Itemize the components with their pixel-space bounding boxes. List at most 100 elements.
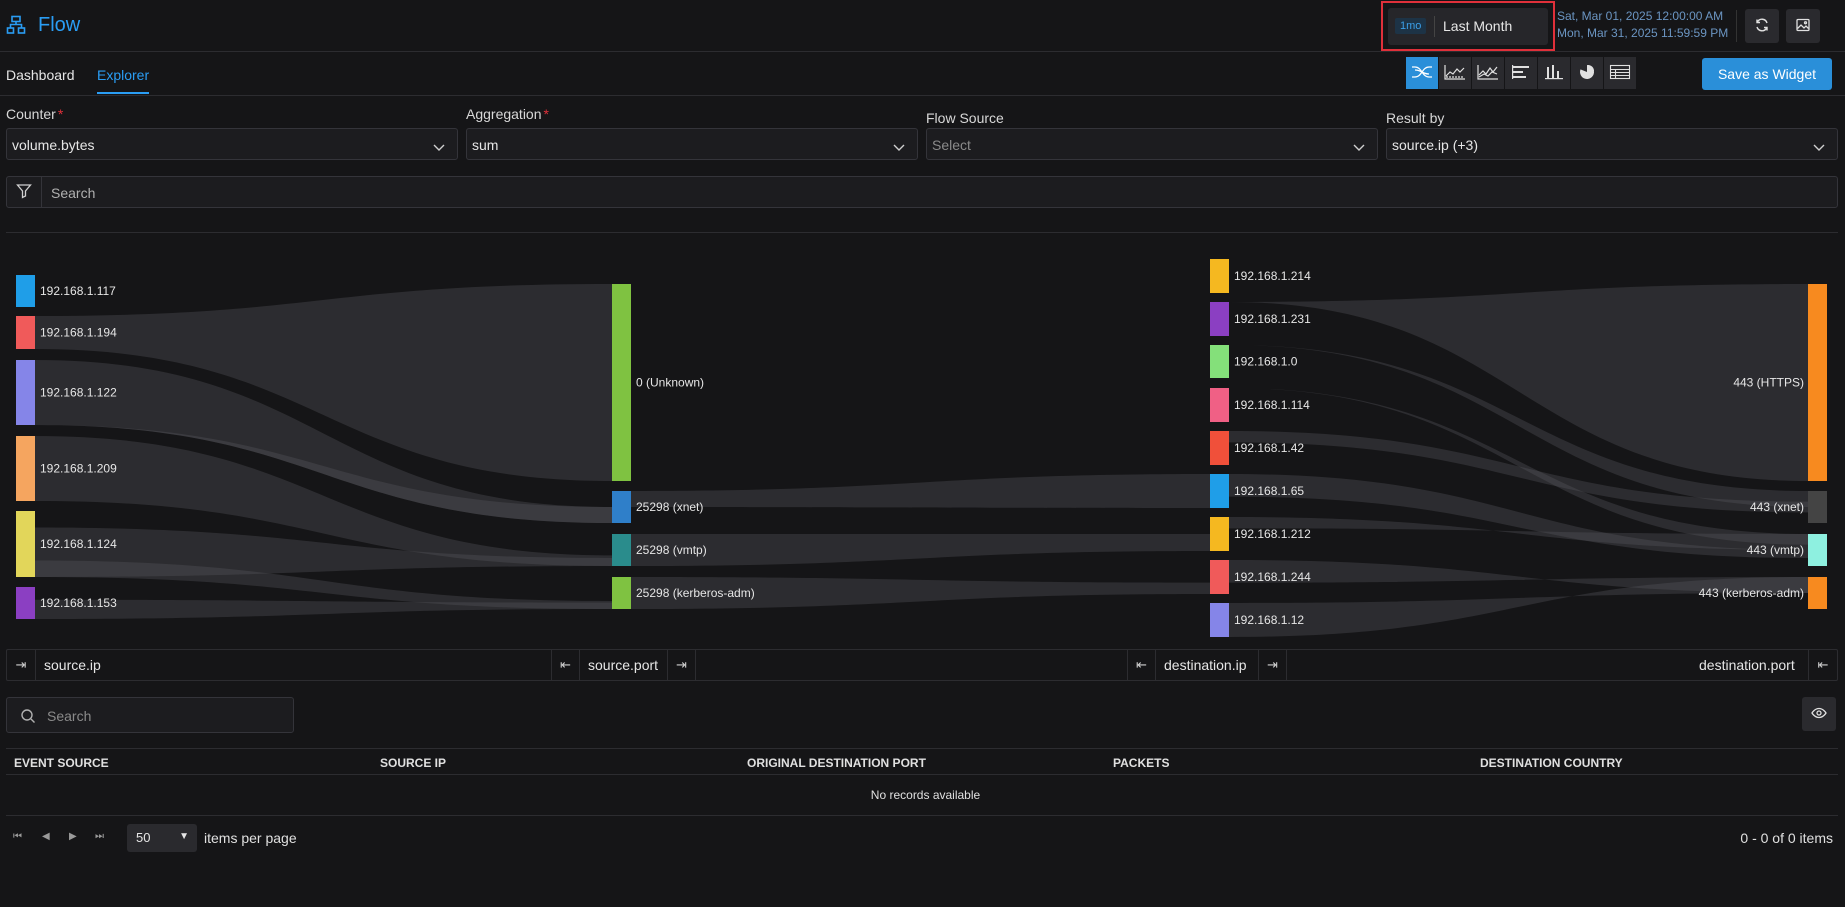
column-header-original-destination-port[interactable]: ORIGINAL DESTINATION PORT (747, 756, 926, 770)
flow-source-label: Flow Source (926, 110, 1004, 126)
sankey-node[interactable] (1210, 603, 1229, 637)
column-header-source-ip[interactable]: SOURCE IP (380, 756, 447, 770)
column-header-packets[interactable]: PACKETS (1113, 756, 1170, 770)
sankey-node[interactable] (1210, 388, 1229, 422)
last-page-icon[interactable]: ⏭ (95, 831, 104, 842)
viz-bar-horizontal-button[interactable] (1505, 57, 1537, 89)
sankey-node[interactable] (1210, 560, 1229, 594)
sankey-link[interactable] (1229, 388, 1808, 545)
sankey-node[interactable] (16, 316, 35, 349)
sankey-node-label: 443 (xnet) (1750, 500, 1804, 514)
tab-explorer[interactable]: Explorer (97, 67, 150, 83)
sankey-link[interactable] (35, 436, 612, 566)
counter-select[interactable]: volume.bytes (6, 128, 458, 160)
sankey-link[interactable] (35, 284, 612, 481)
chevron-down-icon (1353, 139, 1365, 151)
arrow-right-bar-icon: ⇥ (15, 657, 27, 672)
sankey-node[interactable] (1210, 474, 1229, 508)
sankey-node[interactable] (1210, 302, 1229, 336)
viz-area-button[interactable] (1439, 57, 1471, 89)
viz-line-button[interactable] (1472, 57, 1504, 89)
sankey-node[interactable] (1808, 491, 1827, 523)
sankey-link[interactable] (631, 474, 1210, 508)
sankey-link[interactable] (1229, 431, 1808, 513)
tab-dashboard[interactable]: Dashboard (6, 67, 75, 83)
first-page-icon[interactable]: ⏮ (13, 831, 22, 842)
sankey-node-label: 192.168.1.209 (40, 462, 117, 476)
sankey-link[interactable] (35, 599, 612, 619)
sankey-node[interactable] (1808, 534, 1827, 566)
search-icon (20, 708, 36, 727)
flow-source-placeholder: Select (932, 137, 971, 153)
filter-button[interactable] (7, 177, 42, 207)
aggregation-select[interactable]: sum (466, 128, 918, 160)
collapse-left-button[interactable]: ⇤ (1808, 650, 1837, 680)
column-header-event-source[interactable]: EVENT SOURCE (14, 756, 109, 770)
collapse-left-button[interactable]: ⇤ (1127, 650, 1156, 680)
result-by-select[interactable]: source.ip (+3) (1386, 128, 1838, 160)
sankey-link[interactable] (35, 560, 612, 610)
section-divider (6, 232, 1838, 233)
sankey-node[interactable] (1210, 431, 1229, 465)
viz-grid-button[interactable] (1604, 57, 1636, 89)
next-page-icon[interactable]: ▶ (69, 831, 77, 842)
caret-down-icon: ▼ (179, 831, 189, 842)
sankey-node[interactable] (16, 360, 35, 425)
sankey-node[interactable] (612, 491, 631, 523)
sankey-node[interactable] (612, 577, 631, 609)
flow-source-select[interactable]: Select (926, 128, 1378, 160)
save-as-widget-button[interactable]: Save as Widget (1702, 58, 1832, 90)
viz-pie-button[interactable] (1571, 57, 1603, 89)
previous-page-icon[interactable]: ◀ (42, 831, 50, 842)
viz-sankey-button[interactable] (1406, 57, 1438, 89)
sankey-link[interactable] (1229, 345, 1808, 507)
sankey-node-label: 192.168.1.42 (1234, 441, 1304, 455)
sankey-node[interactable] (16, 275, 35, 307)
sankey-link[interactable] (1229, 259, 1808, 284)
sankey-link[interactable] (1229, 474, 1808, 558)
sankey-link[interactable] (1229, 560, 1808, 593)
collapse-right-button[interactable]: ⇥ (667, 650, 696, 680)
sankey-link[interactable] (631, 534, 1210, 566)
sankey-link[interactable] (1229, 577, 1808, 637)
sankey-link[interactable] (1229, 517, 1808, 550)
sankey-node[interactable] (1210, 517, 1229, 551)
collapse-right-button[interactable]: ⇥ (1258, 650, 1287, 680)
required-marker: * (57, 106, 64, 122)
table-search-input[interactable]: Search (6, 697, 294, 733)
sankey-node[interactable] (1210, 259, 1229, 293)
export-image-button[interactable] (1786, 9, 1820, 43)
sankey-link[interactable] (35, 360, 612, 523)
collapse-right-button[interactable]: ⇥ (7, 650, 36, 680)
sankey-link[interactable] (35, 527, 612, 578)
date-range-text: Sat, Mar 01, 2025 12:00:00 AM Mon, Mar 3… (1557, 8, 1728, 42)
page-size-select[interactable]: 50 ▼ (127, 824, 197, 852)
column-visibility-button[interactable] (1802, 697, 1836, 731)
refresh-button[interactable] (1745, 9, 1779, 43)
column-header-destination-country[interactable]: DESTINATION COUNTRY (1480, 756, 1623, 770)
viz-bar-vertical-button[interactable] (1538, 57, 1570, 89)
collapse-left-button[interactable]: ⇤ (551, 650, 580, 680)
sankey-node[interactable] (1808, 284, 1827, 481)
sankey-link[interactable] (1229, 284, 1808, 481)
sankey-node[interactable] (612, 284, 631, 481)
filter-search-bar[interactable]: Search (6, 176, 1838, 208)
sankey-link[interactable] (631, 577, 1210, 609)
sankey-node-label: 192.168.1.65 (1234, 484, 1304, 498)
sankey-node[interactable] (612, 534, 631, 566)
sankey-node[interactable] (16, 436, 35, 501)
visualization-type-selector (1406, 57, 1637, 89)
sankey-node[interactable] (1808, 577, 1827, 609)
empty-state-text: No records available (870, 788, 981, 802)
sankey-node[interactable] (16, 511, 35, 577)
time-range-box[interactable]: 1mo Last Month (1388, 8, 1548, 45)
pie-chart-icon (1576, 64, 1598, 83)
sankey-node[interactable] (16, 587, 35, 619)
arrow-right-bar-icon: ⇥ (1267, 657, 1278, 672)
sankey-node-label: 192.168.1.12 (1234, 613, 1304, 627)
date-end: Mon, Mar 31, 2025 11:59:59 PM (1557, 26, 1729, 40)
time-range-picker[interactable]: 1mo Last Month (1381, 1, 1555, 51)
axis-label-destination-ip: destination.ip (1164, 657, 1247, 673)
sankey-link[interactable] (35, 425, 612, 523)
sankey-node[interactable] (1210, 345, 1229, 378)
